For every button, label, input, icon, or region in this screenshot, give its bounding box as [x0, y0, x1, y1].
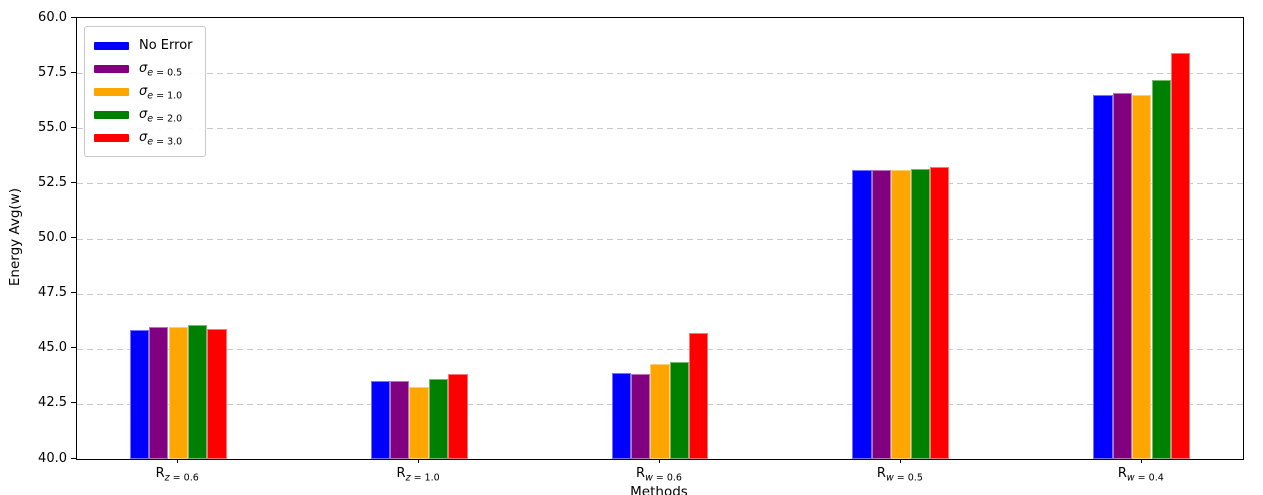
gridline-57.5 — [77, 73, 1243, 75]
y-axis-label-wrap: Energy Avg(w) — [6, 0, 24, 474]
gridline-45.0 — [77, 348, 1243, 350]
bar-series3-cat3 — [910, 169, 930, 459]
legend-label: σe = 3.0 — [139, 129, 183, 148]
bar-series4-cat1 — [448, 374, 468, 459]
gridline-52.5 — [77, 183, 1243, 185]
x-tick-mark-1 — [418, 459, 420, 463]
bar-series1-cat4 — [1112, 93, 1133, 459]
y-tick-mark-57.5 — [71, 71, 76, 73]
bar-series4-cat2 — [689, 333, 709, 459]
legend-item-4: σe = 3.0 — [94, 126, 193, 149]
x-tick-mark-3 — [899, 459, 901, 463]
legend-item-0: No Error — [94, 34, 193, 57]
bar-series3-cat2 — [669, 362, 690, 459]
x-tick-label-3: Rw = 0.5 — [876, 466, 923, 484]
bar-series4-cat3 — [930, 166, 950, 459]
y-tick-label-45.0: 45.0 — [38, 340, 67, 356]
x-tick-label-4: Rw = 0.4 — [1117, 466, 1164, 484]
bar-series3-cat4 — [1151, 79, 1171, 459]
x-tick-label-0: Rz = 0.6 — [155, 466, 199, 484]
bar-series2-cat1 — [409, 387, 429, 459]
bar-series1-cat0 — [149, 326, 169, 459]
bar-series1-cat1 — [390, 380, 410, 459]
x-tick-mark-4 — [1140, 459, 1142, 463]
y-tick-label-40.0: 40.0 — [38, 450, 67, 466]
legend: No Error σe = 0.5 σe = 1.0 σe = 2.0 σe = 3.0 — [84, 26, 206, 157]
y-tick-mark-60.0 — [71, 16, 76, 18]
bar-series0-cat0 — [129, 330, 150, 459]
legend-swatch-icon — [94, 64, 129, 73]
bar-series1-cat2 — [630, 374, 651, 459]
gridline-47.5 — [77, 293, 1243, 295]
bar-series0-cat1 — [370, 380, 390, 459]
y-tick-label-60.0: 60.0 — [38, 9, 67, 25]
gridline-50.0 — [77, 238, 1243, 240]
y-tick-mark-50.0 — [71, 237, 76, 238]
legend-item-1: σe = 0.5 — [94, 57, 193, 80]
legend-swatch-icon — [94, 133, 129, 142]
bar-series0-cat2 — [611, 373, 631, 459]
legend-label: σe = 1.0 — [139, 83, 183, 102]
legend-item-2: σe = 1.0 — [94, 80, 193, 103]
y-tick-mark-42.5 — [71, 402, 76, 404]
y-tick-mark-55.0 — [71, 126, 76, 128]
y-tick-mark-40.0 — [71, 457, 76, 459]
legend-item-3: σe = 2.0 — [94, 103, 193, 126]
bar-series2-cat3 — [891, 170, 911, 459]
bar-series1-cat3 — [871, 170, 892, 459]
bar-series0-cat3 — [852, 170, 872, 459]
bar-series3-cat1 — [428, 378, 449, 459]
x-axis-label: Methods — [630, 484, 688, 495]
legend-swatch-icon — [94, 41, 129, 50]
legend-swatch-icon — [94, 87, 129, 96]
gridline-55.0 — [77, 128, 1243, 130]
x-tick-mark-0 — [177, 459, 179, 463]
x-tick-label-1: Rz = 1.0 — [396, 466, 440, 484]
y-tick-mark-45.0 — [71, 347, 76, 349]
bar-series2-cat2 — [650, 364, 670, 459]
y-tick-label-57.5: 57.5 — [38, 64, 67, 80]
bar-series3-cat0 — [187, 324, 208, 459]
y-tick-label-55.0: 55.0 — [38, 119, 67, 135]
y-tick-label-47.5: 47.5 — [38, 285, 67, 301]
y-tick-label-50.0: 50.0 — [38, 230, 67, 245]
y-tick-label-52.5: 52.5 — [38, 174, 67, 190]
legend-label: No Error — [139, 37, 193, 53]
legend-swatch-icon — [94, 110, 129, 119]
bar-series4-cat0 — [207, 328, 227, 459]
plot-area: No Error σe = 0.5 σe = 1.0 σe = 2.0 σe = 3.0 — [76, 17, 1244, 460]
bar-series0-cat4 — [1093, 95, 1113, 459]
x-tick-mark-2 — [659, 459, 660, 463]
legend-label: σe = 2.0 — [139, 106, 183, 125]
y-tick-mark-47.5 — [71, 292, 76, 294]
bar-series4-cat4 — [1170, 53, 1191, 459]
y-tick-mark-52.5 — [71, 181, 76, 183]
legend-label: σe = 0.5 — [139, 60, 183, 79]
bar-series2-cat0 — [168, 326, 188, 459]
x-tick-label-2: Rw = 0.6 — [636, 466, 682, 484]
y-tick-label-42.5: 42.5 — [38, 395, 67, 411]
bar-series2-cat4 — [1132, 95, 1152, 459]
y-axis-label: Energy Avg(w) — [7, 187, 23, 287]
